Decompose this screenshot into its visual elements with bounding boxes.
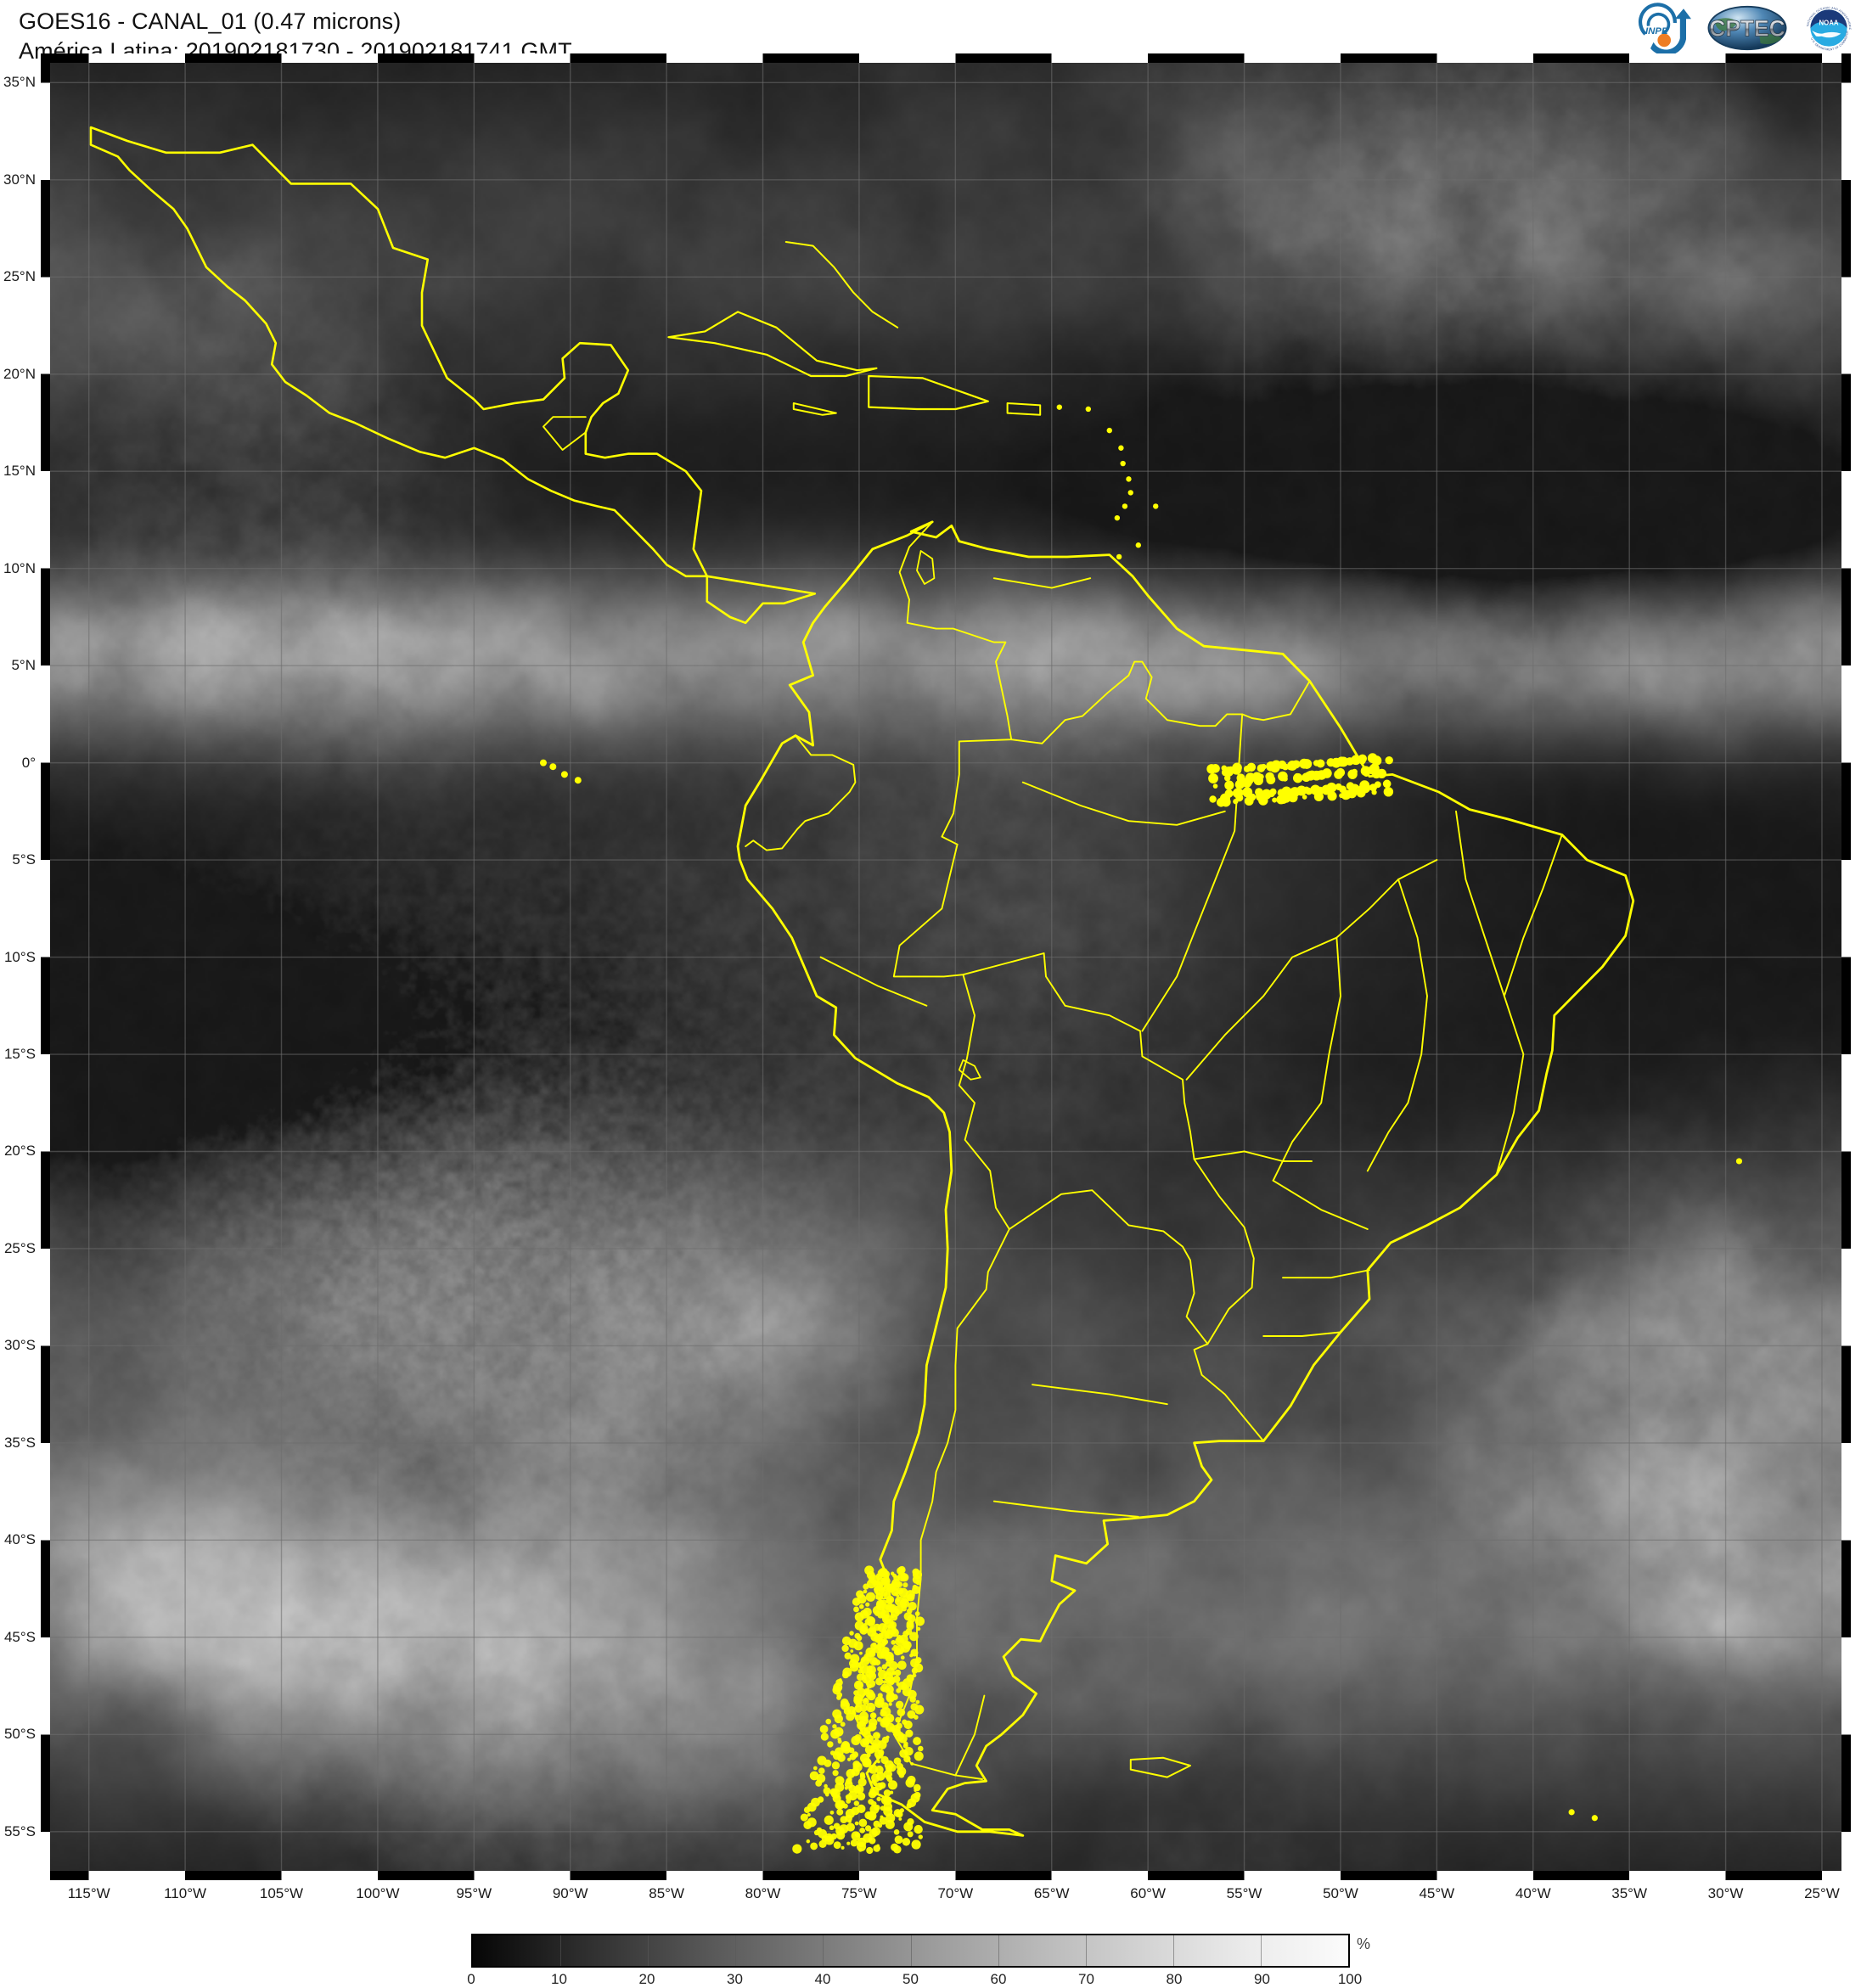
svg-text:INPE: INPE [1645,26,1668,37]
lat-tick-label: 20°S [3,1143,36,1160]
lat-tick-label: 55°S [3,1822,36,1839]
lat-tick-label: 35°S [3,1434,36,1451]
colorbar-separator [823,1935,824,1966]
tick-border-right [1841,53,1851,1880]
lon-tick-label: 45°W [1419,1885,1455,1901]
colorbar-tick-label: 90 [1254,1971,1270,1987]
lat-tick-label: 15°N [3,463,36,480]
lon-tick-label: 80°W [745,1885,781,1901]
colorbar-tick-label: 20 [638,1971,655,1987]
lon-tick-label: 75°W [841,1885,877,1901]
lat-tick-label: 0° [21,754,36,771]
lon-tick-label: 30°W [1707,1885,1744,1901]
colorbar-separator [1085,1935,1087,1966]
lon-tick-label: 95°W [456,1885,492,1901]
colorbar-tick-label: 10 [551,1971,567,1987]
colorbar-unit-label: % [1357,1935,1371,1952]
lon-tick-label: 40°W [1515,1885,1551,1901]
lat-tick-label: 30°S [3,1337,36,1354]
colorbar-tick-label: 30 [727,1971,743,1987]
svg-text:NOAA: NOAA [1819,19,1839,26]
lon-tick-label: 65°W [1033,1885,1070,1901]
colorbar-tick-label: 40 [814,1971,831,1987]
colorbar-tick-label: 80 [1166,1971,1183,1987]
colorbar-tick-label: 50 [902,1971,919,1987]
colorbar-separator [1260,1935,1262,1966]
product-title: GOES16 - CANAL_01 (0.47 microns) [19,8,402,34]
header-bar: GOES16 - CANAL_01 (0.47 microns) América… [0,0,1861,64]
inpe-logo: INPE [1638,3,1691,53]
lon-tick-label: 55°W [1226,1885,1262,1901]
lat-tick-label: 30°N [3,171,36,188]
colorbar: % 0 10 20 30 40 50 60 70 80 90 100 [0,1917,1861,1987]
colorbar-tick-label: 0 [467,1971,475,1987]
satellite-map[interactable] [41,53,1851,1880]
lat-tick-label: 20°N [3,365,36,382]
colorbar-tick-label: 60 [990,1971,1007,1987]
lat-tick-label: 25°N [3,268,36,285]
geo-overlay [41,53,1851,1880]
graticule-grid [41,53,1851,1880]
lon-tick-label: 105°W [259,1885,304,1901]
tick-border-top [41,53,1851,63]
lon-tick-label: 110°W [164,1885,207,1901]
tick-border-bottom [41,1871,1851,1880]
satellite-imagery [41,53,1851,1880]
lat-tick-label: 10°N [3,559,36,576]
lon-tick-label: 85°W [649,1885,685,1901]
colorbar-separator [1172,1935,1174,1966]
lon-tick-label: 115°W [67,1885,110,1901]
lon-tick-label: 100°W [356,1885,400,1901]
colorbar-separator [735,1935,737,1966]
lon-tick-label: 35°W [1611,1885,1648,1901]
colorbar-separator [910,1935,912,1966]
lat-tick-label: 5°S [12,851,36,868]
lon-tick-label: 60°W [1130,1885,1167,1901]
colorbar-separator [560,1935,562,1966]
lat-tick-label: 15°S [3,1046,36,1063]
noaa-logo: NATIONAL OCEANIC AND ATMOSPHERIC ADMINIS… [1803,3,1853,52]
lat-tick-label: 45°S [3,1628,36,1645]
colorbar-separator [998,1935,999,1966]
lon-tick-label: 25°W [1804,1885,1840,1901]
lat-tick-label: 25°S [3,1239,36,1256]
colorbar-gradient [471,1934,1350,1968]
logo-group: INPE CPTEC [1635,2,1854,54]
colorbar-separator [648,1935,649,1966]
lat-tick-label: 40°S [3,1531,36,1548]
colorbar-tick-label: 70 [1078,1971,1094,1987]
lat-tick-label: 10°S [3,948,36,965]
cptec-logo: CPTEC [1707,5,1787,51]
lon-tick-label: 50°W [1323,1885,1358,1901]
lon-tick-label: 90°W [552,1885,588,1901]
svg-text:CPTEC: CPTEC [1709,16,1785,42]
tick-border-left [41,53,50,1880]
lat-tick-label: 50°S [3,1726,36,1743]
lon-tick-label: 70°W [937,1885,974,1901]
coastline-borders [89,126,1743,1855]
lat-tick-label: 5°N [11,657,36,674]
lat-tick-label: 35°N [3,74,36,91]
colorbar-tick-label: 100 [1337,1971,1363,1987]
